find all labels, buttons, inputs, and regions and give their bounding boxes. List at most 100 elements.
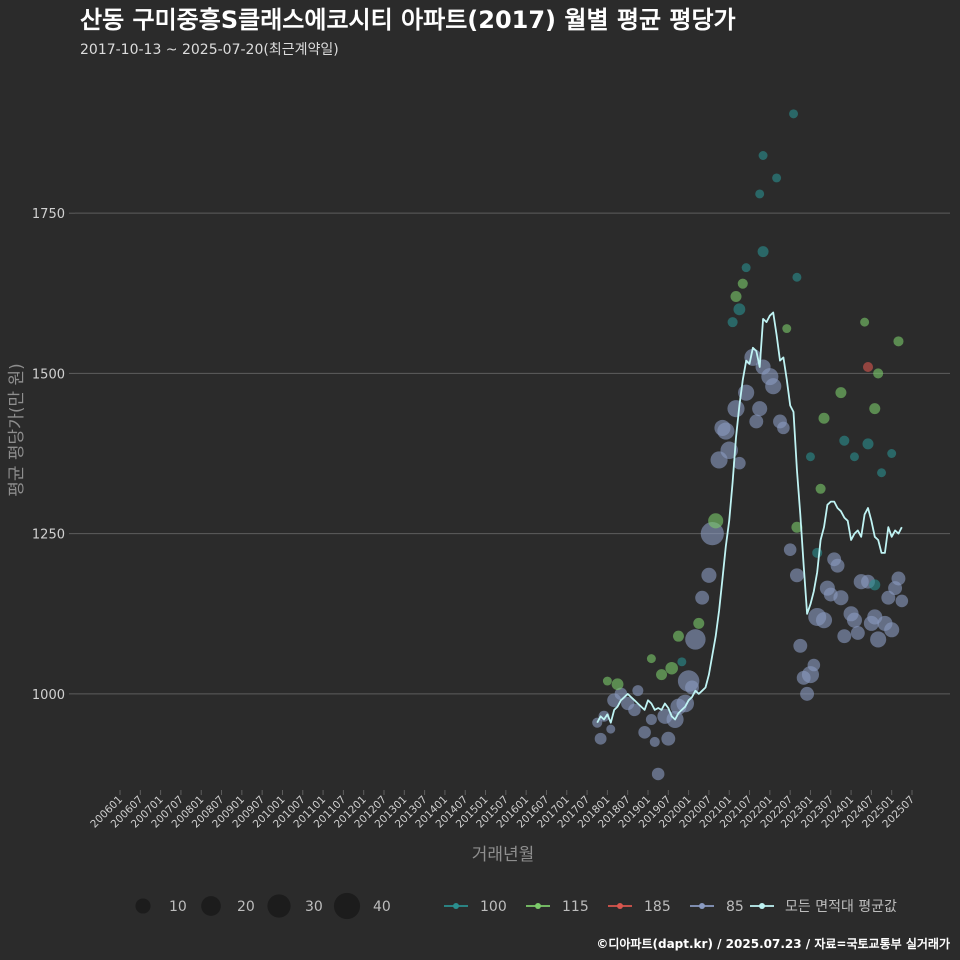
avg-legend-dot xyxy=(759,903,765,909)
data-point-100 xyxy=(733,303,746,316)
data-point-85 xyxy=(846,612,862,628)
data-point-100 xyxy=(741,263,751,273)
data-point-115 xyxy=(860,317,870,327)
data-point-85 xyxy=(777,421,790,435)
data-point-85 xyxy=(606,724,616,734)
data-point-115 xyxy=(693,617,705,629)
y-tick-label: 1750 xyxy=(32,207,65,222)
data-point-115 xyxy=(672,630,684,642)
data-point-115 xyxy=(730,291,742,302)
data-point-85 xyxy=(884,622,900,638)
size-legend-label: 40 xyxy=(373,899,391,915)
data-point-85 xyxy=(891,571,906,586)
series-legend-dot xyxy=(699,903,705,909)
data-point-85 xyxy=(796,670,811,685)
x-axis-label: 거래년월 xyxy=(472,845,535,865)
data-point-115 xyxy=(818,412,830,424)
data-point-100 xyxy=(849,452,859,462)
data-point-85 xyxy=(870,631,887,648)
avg-legend-label: 모든 면적대 평균값 xyxy=(785,899,897,915)
data-point-85 xyxy=(733,456,746,470)
data-point-85 xyxy=(638,726,651,739)
data-point-100 xyxy=(805,452,815,462)
series-legend-label: 115 xyxy=(562,899,589,915)
data-point-100 xyxy=(862,438,874,450)
size-legend-circle xyxy=(135,898,151,914)
data-point-115 xyxy=(611,678,624,691)
data-point-115 xyxy=(873,368,884,379)
x-axis-ticks: 2006012006072007012007072008012008072009… xyxy=(88,790,917,830)
data-point-115 xyxy=(835,387,847,399)
series-legend-dot xyxy=(617,903,623,909)
data-point-85 xyxy=(881,590,896,605)
data-point-85 xyxy=(598,710,610,722)
data-point-85 xyxy=(830,558,845,573)
data-point-85 xyxy=(661,731,676,746)
series-legend-label: 100 xyxy=(480,899,507,915)
y-tick-label: 1250 xyxy=(32,528,65,543)
data-point-115 xyxy=(893,336,904,347)
data-point-85 xyxy=(765,378,782,395)
size-legend-circle xyxy=(201,896,221,916)
series-legend-dot xyxy=(535,903,541,909)
data-point-85 xyxy=(793,638,808,653)
data-point-85 xyxy=(685,629,706,650)
data-point-85 xyxy=(815,612,833,629)
data-point-100 xyxy=(812,547,823,558)
series-legend-dot xyxy=(453,903,459,909)
size-legend-label: 20 xyxy=(237,899,255,915)
size-legend-circle xyxy=(333,892,361,920)
size-legend-label: 10 xyxy=(169,899,187,915)
data-point-100 xyxy=(772,173,782,183)
data-point-85 xyxy=(783,543,797,556)
data-point-85 xyxy=(701,567,717,583)
data-point-100 xyxy=(677,657,687,667)
data-point-100 xyxy=(839,435,850,446)
data-point-85 xyxy=(710,451,728,469)
data-point-100 xyxy=(887,449,897,458)
data-point-85 xyxy=(800,686,815,701)
size-legend-label: 30 xyxy=(305,899,323,915)
data-point-100 xyxy=(758,151,768,160)
data-point-115 xyxy=(815,483,826,494)
y-axis-ticks: 1000 1250 1500 1750 xyxy=(32,207,75,703)
average-line xyxy=(596,311,903,724)
data-point-85 xyxy=(695,590,710,605)
data-point-85 xyxy=(645,714,657,725)
data-point-100 xyxy=(757,246,769,258)
data-point-85 xyxy=(749,414,764,429)
data-point-100 xyxy=(792,272,802,282)
data-point-100 xyxy=(755,189,765,199)
data-point-115 xyxy=(869,403,881,415)
y-tick-label: 1500 xyxy=(32,367,65,382)
data-point-85 xyxy=(727,400,745,418)
data-point-115 xyxy=(708,513,724,529)
scatter-points xyxy=(592,109,909,781)
data-point-85 xyxy=(649,736,660,747)
data-point-85 xyxy=(657,708,673,724)
data-point-85 xyxy=(632,685,644,697)
data-point-85 xyxy=(837,629,852,644)
data-point-115 xyxy=(602,676,612,686)
data-point-85 xyxy=(807,658,821,672)
series-legend-label: 85 xyxy=(726,899,744,915)
data-point-85 xyxy=(789,568,804,583)
data-point-85 xyxy=(895,594,909,608)
data-point-100 xyxy=(727,317,738,328)
data-point-100 xyxy=(869,579,881,591)
data-point-115 xyxy=(782,324,792,334)
series-legend-label: 185 xyxy=(644,899,671,915)
data-point-85 xyxy=(651,767,665,781)
data-point-115 xyxy=(665,661,678,675)
data-point-115 xyxy=(656,669,668,681)
data-point-115 xyxy=(791,521,803,533)
data-point-85 xyxy=(670,698,687,715)
data-point-85 xyxy=(823,587,838,602)
data-point-85 xyxy=(628,703,641,717)
data-point-85 xyxy=(594,732,607,745)
data-point-115 xyxy=(737,278,748,289)
y-axis-label: 평균 평당가(만 원) xyxy=(7,363,27,497)
data-point-115 xyxy=(646,654,656,664)
data-point-100 xyxy=(877,468,887,478)
